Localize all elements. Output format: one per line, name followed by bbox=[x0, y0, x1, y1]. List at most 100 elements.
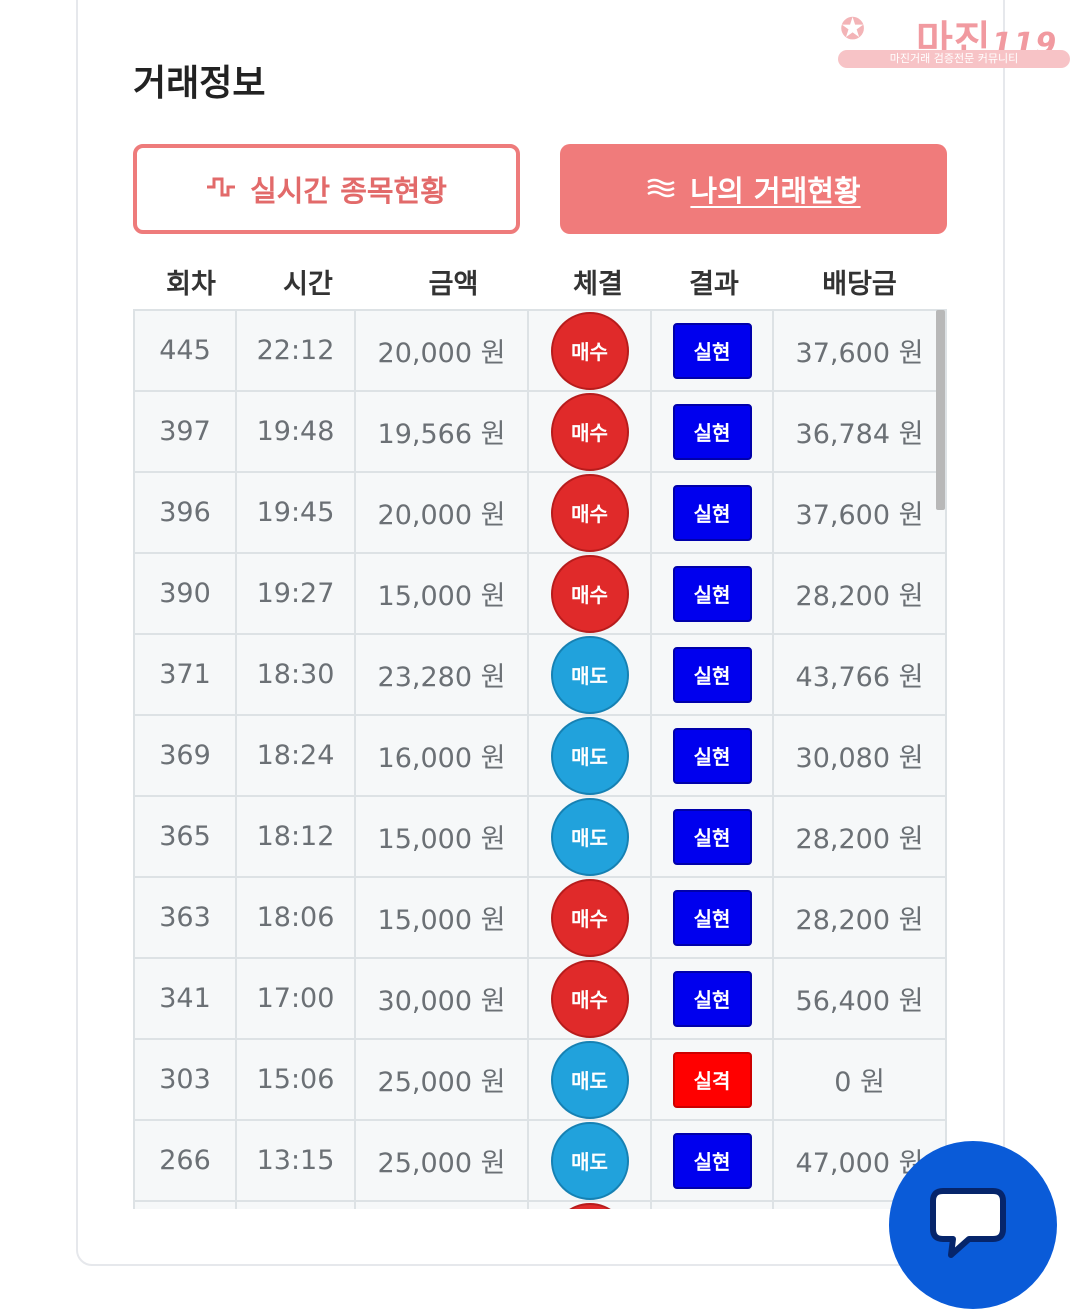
tab-live-stocks[interactable]: 실시간 종목현황 bbox=[133, 144, 520, 234]
tab-my-trades[interactable]: 나의 거래현황 bbox=[560, 144, 947, 234]
table-row: 363 18:06 15,000 원 매수 실현 28,200 원 bbox=[133, 878, 947, 959]
table-header: 회차 시간 금액 체결 결과 배당금 bbox=[133, 262, 946, 310]
cell-amount: 20,000 원 bbox=[354, 473, 527, 552]
amount-value: 20,000 원 bbox=[377, 500, 506, 531]
table-row: 341 17:00 30,000 원 매수 실현 56,400 원 bbox=[133, 959, 947, 1040]
cell-result: 실현 bbox=[650, 959, 772, 1038]
payout-value: 47,000 원 bbox=[795, 1148, 924, 1179]
result-badge: 실현 bbox=[672, 970, 752, 1027]
result-badge: 실현 bbox=[672, 727, 752, 784]
watermark-tagline: 마진거래 검증전문 커뮤니티 bbox=[838, 50, 1070, 68]
result-badge: 실현 bbox=[672, 889, 752, 946]
cell-round: 445 bbox=[133, 311, 235, 390]
result-badge: 실현 bbox=[672, 808, 752, 865]
cell-side: 매수 bbox=[527, 311, 650, 390]
cell-side: 매수 bbox=[527, 392, 650, 471]
table-row: 390 19:27 15,000 원 매수 실현 28,200 원 bbox=[133, 554, 947, 635]
site-watermark: ✪ 마진119 마진거래 검증전문 커뮤니티 bbox=[836, 6, 1072, 68]
cell-payout: 0 원 bbox=[772, 1040, 947, 1119]
section-title: 거래정보 bbox=[133, 63, 266, 104]
cell-round: 369 bbox=[133, 716, 235, 795]
table-row: 266 13:15 25,000 원 매도 실현 47,000 원 bbox=[133, 1121, 947, 1202]
table-row bbox=[133, 1202, 947, 1209]
side-badge: 매수 bbox=[550, 959, 629, 1038]
cell-payout: 28,200 원 bbox=[772, 878, 947, 957]
cell-time: 18:24 bbox=[235, 716, 354, 795]
side-badge: 매수 bbox=[550, 878, 629, 957]
waves-icon bbox=[646, 173, 676, 206]
col-round: 회차 bbox=[166, 269, 216, 300]
payout-value: 28,200 원 bbox=[795, 581, 924, 612]
round-value: 371 bbox=[159, 659, 211, 690]
round-value: 266 bbox=[159, 1145, 211, 1176]
cell-round: 390 bbox=[133, 554, 235, 633]
amount-value: 25,000 원 bbox=[377, 1148, 506, 1179]
side-badge: 매수 bbox=[550, 392, 629, 471]
amount-value: 25,000 원 bbox=[377, 1067, 506, 1098]
payout-value: 56,400 원 bbox=[795, 986, 924, 1017]
table-row: 369 18:24 16,000 원 매도 실현 30,080 원 bbox=[133, 716, 947, 797]
cell-round: 365 bbox=[133, 797, 235, 876]
payout-value: 37,600 원 bbox=[795, 338, 924, 369]
cell-payout: 28,200 원 bbox=[772, 554, 947, 633]
payout-value: 0 원 bbox=[834, 1067, 885, 1098]
side-badge: 매수 bbox=[550, 311, 629, 390]
cell-time: 22:12 bbox=[235, 311, 354, 390]
cell-result: 실현 bbox=[650, 878, 772, 957]
table-row: 303 15:06 25,000 원 매도 실격 0 원 bbox=[133, 1040, 947, 1121]
cell-result bbox=[650, 1202, 772, 1209]
time-value: 22:12 bbox=[256, 335, 335, 366]
result-badge: 실현 bbox=[672, 484, 752, 541]
cell-time: 13:15 bbox=[235, 1121, 354, 1200]
table-row: 397 19:48 19,566 원 매수 실현 36,784 원 bbox=[133, 392, 947, 473]
cell-payout: 30,080 원 bbox=[772, 716, 947, 795]
cell-side: 매도 bbox=[527, 716, 650, 795]
cell-round: 371 bbox=[133, 635, 235, 714]
cell-round: 303 bbox=[133, 1040, 235, 1119]
cell-time: 18:30 bbox=[235, 635, 354, 714]
payout-value: 28,200 원 bbox=[795, 824, 924, 855]
cell-side: 매수 bbox=[527, 959, 650, 1038]
side-badge: 매도 bbox=[550, 1121, 629, 1200]
cell-time bbox=[235, 1202, 354, 1209]
cell-time: 19:27 bbox=[235, 554, 354, 633]
trade-table[interactable]: 445 22:12 20,000 원 매수 실현 37,600 원 397 19:48 19,5… bbox=[133, 309, 947, 1209]
time-value: 15:06 bbox=[256, 1064, 335, 1095]
round-value: 396 bbox=[159, 497, 211, 528]
chat-bubble-icon bbox=[930, 1188, 1006, 1258]
col-fill: 체결 bbox=[573, 269, 623, 300]
table-scrollbar[interactable] bbox=[936, 310, 945, 510]
cell-side bbox=[527, 1202, 650, 1209]
cell-amount: 15,000 원 bbox=[354, 554, 527, 633]
cell-result: 실현 bbox=[650, 554, 772, 633]
cell-round: 341 bbox=[133, 959, 235, 1038]
cell-payout: 28,200 원 bbox=[772, 797, 947, 876]
time-value: 19:45 bbox=[256, 497, 335, 528]
cell-amount: 15,000 원 bbox=[354, 797, 527, 876]
time-value: 18:06 bbox=[256, 902, 335, 933]
result-badge: 실현 bbox=[672, 646, 752, 703]
cell-amount: 25,000 원 bbox=[354, 1121, 527, 1200]
cell-result: 실현 bbox=[650, 392, 772, 471]
payout-value: 37,600 원 bbox=[795, 500, 924, 531]
col-time: 시간 bbox=[283, 269, 333, 300]
amount-value: 16,000 원 bbox=[377, 743, 506, 774]
side-badge: 매도 bbox=[550, 716, 629, 795]
result-badge: 실현 bbox=[672, 322, 752, 379]
cell-payout: 43,766 원 bbox=[772, 635, 947, 714]
time-value: 19:27 bbox=[256, 578, 335, 609]
time-value: 17:00 bbox=[256, 983, 335, 1014]
cell-result: 실현 bbox=[650, 797, 772, 876]
wing-badge-icon: ✪ bbox=[840, 12, 866, 47]
cell-amount: 19,566 원 bbox=[354, 392, 527, 471]
round-value: 363 bbox=[159, 902, 211, 933]
cell-amount bbox=[354, 1202, 527, 1209]
cell-payout: 36,784 원 bbox=[772, 392, 947, 471]
cell-amount: 20,000 원 bbox=[354, 311, 527, 390]
cell-side: 매수 bbox=[527, 878, 650, 957]
amount-value: 15,000 원 bbox=[377, 824, 506, 855]
time-value: 18:12 bbox=[256, 821, 335, 852]
cell-round bbox=[133, 1202, 235, 1209]
col-payout: 배당금 bbox=[822, 269, 897, 300]
chat-button[interactable] bbox=[889, 1141, 1057, 1309]
